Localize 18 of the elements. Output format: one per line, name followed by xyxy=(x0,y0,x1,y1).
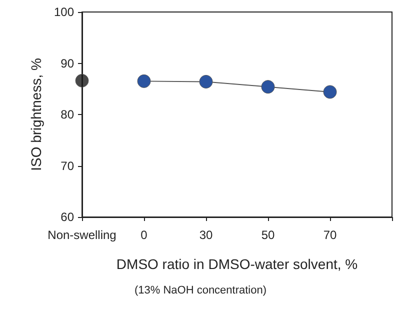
point xyxy=(75,74,89,88)
x-tick-label: Non-swelling xyxy=(48,228,116,242)
x-tick-label: 50 xyxy=(261,228,275,242)
point xyxy=(199,74,213,88)
point xyxy=(137,74,151,88)
point xyxy=(261,80,275,94)
y-axis-title: ISO brightness, % xyxy=(28,58,44,171)
x-axis-title: DMSO ratio in DMSO-water solvent, % xyxy=(116,256,358,272)
y-tick-label: 80 xyxy=(60,108,74,122)
x-tick-label: 70 xyxy=(323,228,337,242)
x-tick-label: 0 xyxy=(140,228,148,242)
point xyxy=(323,85,337,99)
y-tick-label: 90 xyxy=(60,56,74,70)
y-tick-label: 100 xyxy=(54,5,74,19)
text: (13% NaOH concentration) xyxy=(134,284,267,296)
y-tick-label: 70 xyxy=(60,158,74,173)
x-tick-label: 30 xyxy=(199,228,213,242)
y-tick-label: 60 xyxy=(60,210,74,224)
